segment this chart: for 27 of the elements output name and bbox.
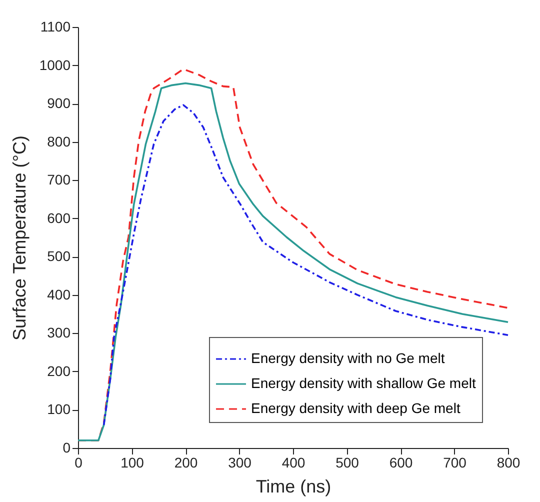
y-tick-label: 900 bbox=[47, 95, 71, 112]
legend-label: Energy density with deep Ge melt bbox=[251, 400, 460, 416]
x-tick-label: 600 bbox=[389, 454, 413, 470]
y-tick-label: 500 bbox=[47, 248, 71, 264]
legend-label: Energy density with no Ge melt bbox=[251, 350, 445, 366]
x-tick-label: 400 bbox=[282, 454, 306, 470]
x-tick-label: 700 bbox=[443, 454, 467, 470]
y-axis-title: Surface Temperature (°C) bbox=[9, 136, 30, 340]
x-tick-label: 0 bbox=[74, 454, 83, 470]
y-tick-label: 1100 bbox=[40, 18, 71, 34]
x-tick-label: 200 bbox=[174, 454, 198, 470]
line-series bbox=[102, 104, 509, 426]
y-tick-label: 300 bbox=[47, 324, 71, 341]
y-tick-label: 400 bbox=[47, 286, 71, 302]
x-tick-label: 100 bbox=[120, 454, 144, 470]
y-tick-label: 600 bbox=[47, 210, 71, 226]
x-tick-label: 800 bbox=[496, 454, 520, 470]
y-tick-label: 700 bbox=[47, 172, 71, 188]
x-axis-title: Time (ns) bbox=[256, 476, 332, 496]
x-tick-label: 500 bbox=[336, 454, 360, 470]
y-tick-label: 100 bbox=[47, 401, 71, 418]
y-tick-label: 800 bbox=[47, 133, 71, 150]
y-tick-label: 0 bbox=[62, 440, 71, 456]
y-tick-label: 200 bbox=[47, 362, 71, 379]
x-tick-label: 300 bbox=[228, 454, 252, 470]
y-tick-label: 1000 bbox=[39, 56, 71, 73]
legend-label: Energy density with shallow Ge melt bbox=[251, 375, 476, 391]
